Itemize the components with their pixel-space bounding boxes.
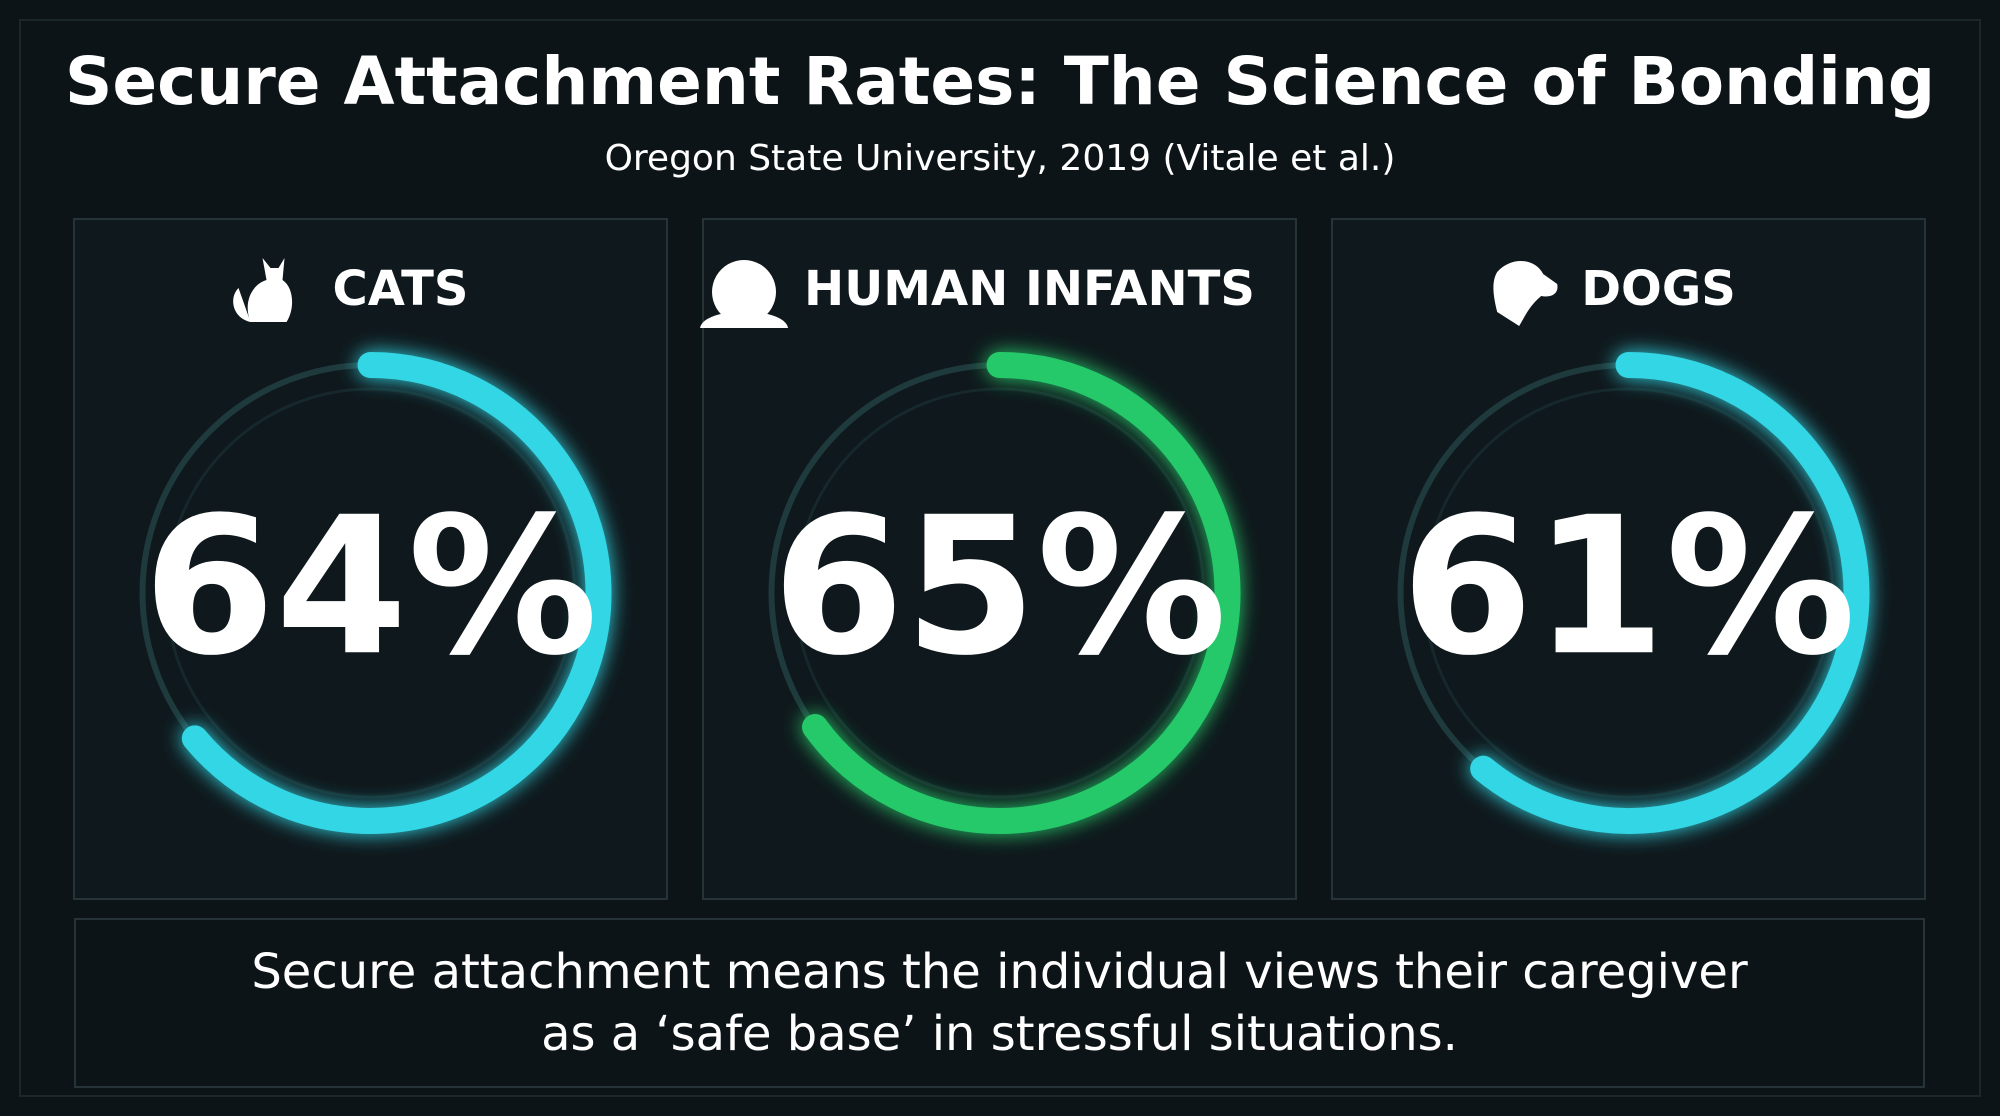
chart-subtitle: Oregon State University, 2019 (Vitale et… bbox=[605, 138, 1396, 179]
footnote: Secure attachment means the individual v… bbox=[74, 918, 1925, 1088]
value-label: 61% bbox=[1401, 476, 1856, 697]
icon bbox=[1493, 260, 1558, 326]
value-label: 65% bbox=[772, 476, 1227, 697]
frame bbox=[19, 19, 1981, 1097]
value-label: 64% bbox=[143, 476, 598, 697]
panel bbox=[702, 218, 1297, 900]
panel bbox=[1331, 218, 1926, 900]
category-label: DOGS bbox=[1581, 261, 1736, 317]
category-label: HUMAN INFANTS bbox=[804, 261, 1255, 317]
gauge-arc bbox=[1470, 352, 1870, 834]
gauge-inner-ring bbox=[165, 387, 576, 799]
gauge-inner-ring bbox=[1423, 387, 1834, 799]
gauge-inner-ring bbox=[794, 387, 1205, 799]
panel bbox=[73, 218, 668, 900]
gauge-arc bbox=[802, 352, 1241, 834]
icon bbox=[233, 258, 293, 322]
chart-title: Secure Attachment Rates: The Science of … bbox=[65, 43, 1935, 120]
category-label: CATS bbox=[333, 261, 469, 317]
gauge-arc bbox=[181, 352, 612, 834]
icon bbox=[700, 260, 789, 328]
